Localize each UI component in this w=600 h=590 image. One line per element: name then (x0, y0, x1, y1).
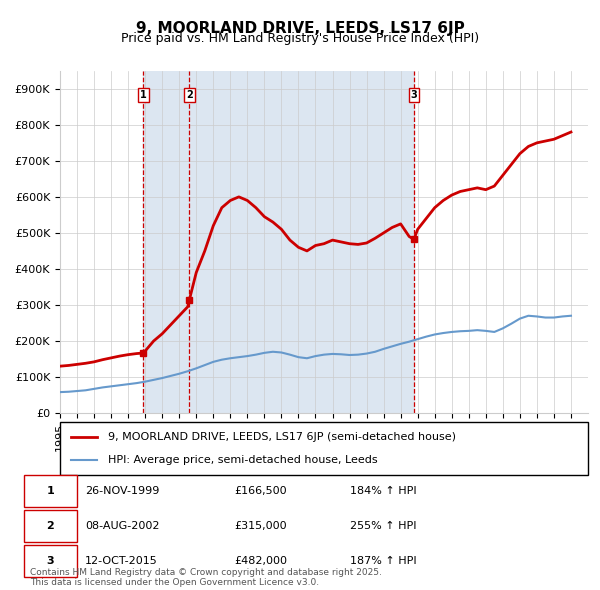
Text: 255% ↑ HPI: 255% ↑ HPI (350, 521, 416, 531)
Text: 3: 3 (47, 556, 54, 566)
FancyBboxPatch shape (25, 475, 77, 507)
Bar (143, 71, 190, 413)
Text: 2: 2 (47, 521, 54, 531)
Text: 187% ↑ HPI: 187% ↑ HPI (350, 556, 417, 566)
Text: £166,500: £166,500 (234, 486, 287, 496)
Text: 9, MOORLAND DRIVE, LEEDS, LS17 6JP (semi-detached house): 9, MOORLAND DRIVE, LEEDS, LS17 6JP (semi… (107, 432, 455, 442)
Text: 1: 1 (140, 90, 147, 100)
Text: Price paid vs. HM Land Registry's House Price Index (HPI): Price paid vs. HM Land Registry's House … (121, 32, 479, 45)
FancyBboxPatch shape (60, 422, 588, 475)
Text: 3: 3 (410, 90, 418, 100)
FancyBboxPatch shape (25, 510, 77, 542)
Text: 1: 1 (47, 486, 54, 496)
Text: HPI: Average price, semi-detached house, Leeds: HPI: Average price, semi-detached house,… (107, 455, 377, 465)
Text: 9, MOORLAND DRIVE, LEEDS, LS17 6JP: 9, MOORLAND DRIVE, LEEDS, LS17 6JP (136, 21, 464, 35)
Bar (190, 71, 414, 413)
Text: £315,000: £315,000 (234, 521, 287, 531)
FancyBboxPatch shape (25, 545, 77, 577)
Text: 08-AUG-2002: 08-AUG-2002 (85, 521, 160, 531)
Text: £482,000: £482,000 (234, 556, 287, 566)
Text: 12-OCT-2015: 12-OCT-2015 (85, 556, 158, 566)
Text: 26-NOV-1999: 26-NOV-1999 (85, 486, 160, 496)
Text: 2: 2 (186, 90, 193, 100)
Text: Contains HM Land Registry data © Crown copyright and database right 2025.
This d: Contains HM Land Registry data © Crown c… (30, 568, 382, 587)
Text: 184% ↑ HPI: 184% ↑ HPI (350, 486, 417, 496)
